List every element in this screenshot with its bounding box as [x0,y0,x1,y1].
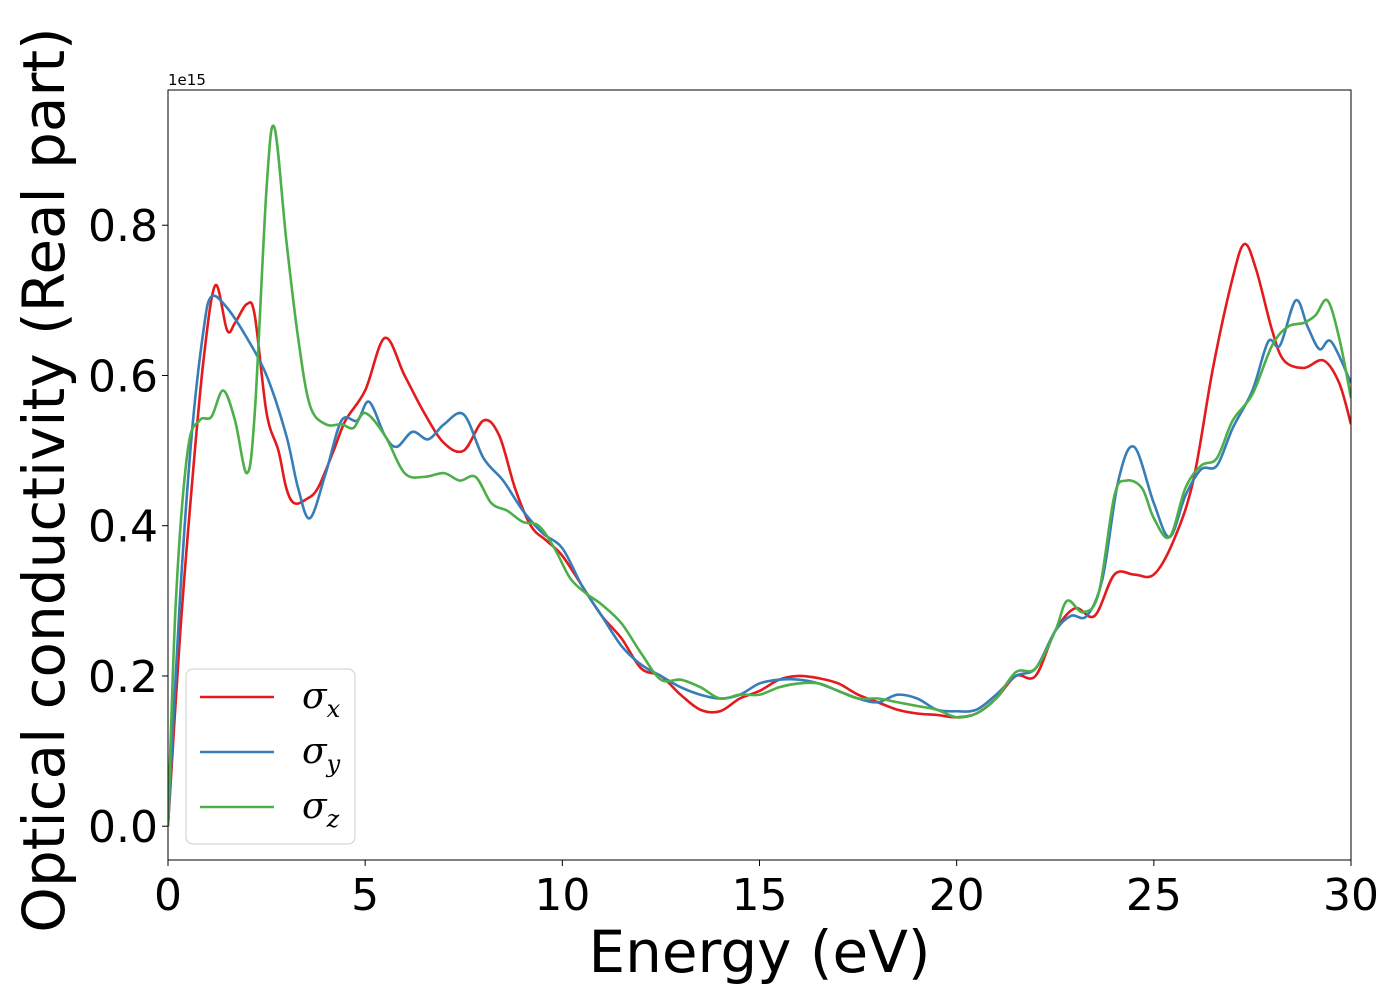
x-tick-label: 0 [154,870,182,921]
x-tick-label: 30 [1323,870,1379,921]
legend: σx σy σz [185,668,356,845]
y-tick-label: 0.2 [88,652,158,703]
y-axis: 0.0 0.2 0.4 0.6 0.8 [88,201,168,853]
y-tick-label: 0.6 [88,351,158,402]
y-offset-label: 1e15 [168,71,206,89]
x-tick-label: 10 [534,870,590,921]
x-axis-title: Energy (eV) [588,918,930,986]
x-tick-label: 15 [732,870,788,921]
x-tick-label: 25 [1126,870,1182,921]
x-axis: 0 5 10 15 20 25 30 [154,860,1379,921]
legend-label-z: σz [302,786,340,833]
series-layer [168,124,1351,827]
y-axis-title: Optical conductivity (Real part) [10,27,78,932]
legend-box [185,668,356,845]
legend-label-y: σy [302,731,341,778]
x-tick-label: 5 [351,870,379,921]
series-line-x [168,242,1351,827]
x-tick-label: 20 [929,870,985,921]
y-tick-label: 0.4 [88,502,158,553]
y-tick-label: 0.0 [88,802,158,853]
legend-label-x: σx [302,676,341,723]
series-line-z [168,124,1351,827]
y-tick-label: 0.8 [88,201,158,252]
